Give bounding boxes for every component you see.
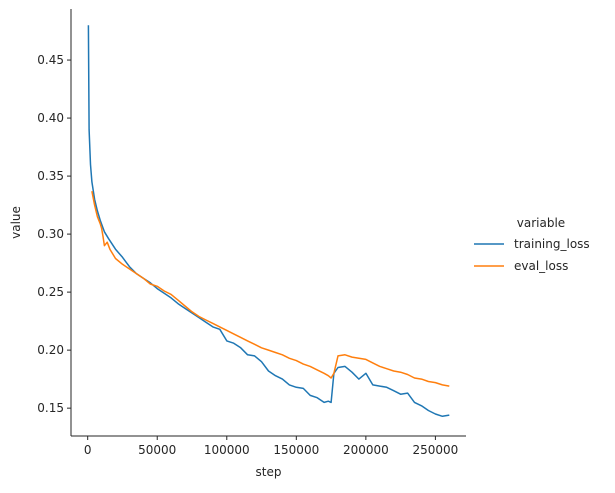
y-tick-label: 0.40 [37,111,64,125]
x-axis-label: step [256,465,282,479]
y-tick-label: 0.25 [37,285,64,299]
y-tick-label: 0.30 [37,227,64,241]
x-tick-label: 50000 [138,443,176,457]
series-line-training-loss [87,25,450,418]
x-ticks: 0 50000 100000 150000 200000 250000 [84,436,458,457]
x-tick-label: 100000 [204,443,250,457]
legend: variable training_loss eval_loss [474,216,590,273]
x-tick-label: 0 [84,443,92,457]
series-line-eval-loss [91,191,450,387]
legend-label: eval_loss [514,259,568,273]
y-tick-label: 0.35 [37,169,64,183]
y-tick-label: 0.15 [37,401,64,415]
legend-title: variable [517,216,565,230]
y-axis-label: value [9,206,23,239]
y-ticks: 0.15 0.20 0.25 0.30 0.35 0.40 0.45 [37,53,71,415]
y-tick-label: 0.20 [37,343,64,357]
x-tick-label: 150000 [273,443,319,457]
x-tick-label: 250000 [412,443,458,457]
axes [70,9,466,437]
series-lines [87,25,450,418]
y-tick-label: 0.45 [37,53,64,67]
legend-label: training_loss [514,237,590,251]
x-tick-label: 200000 [343,443,389,457]
